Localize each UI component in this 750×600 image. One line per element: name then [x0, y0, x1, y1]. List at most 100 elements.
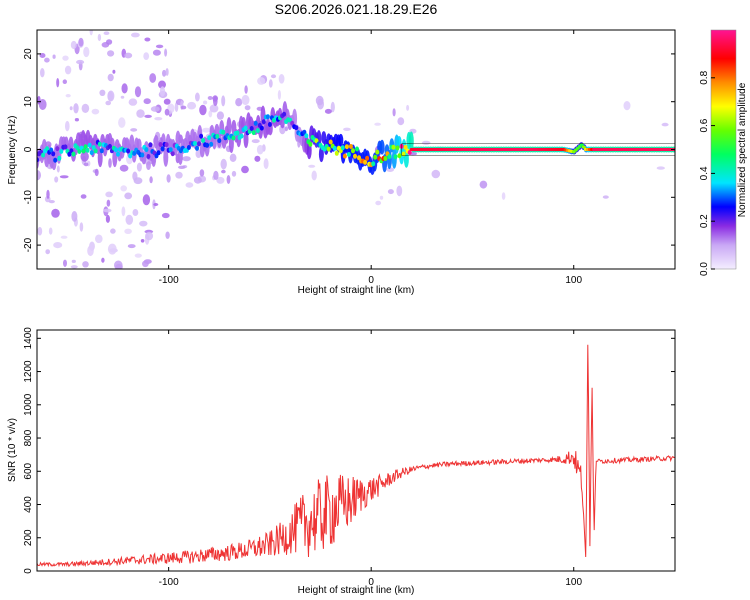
noise-blob	[277, 90, 281, 100]
noise-blob	[175, 171, 183, 179]
noise-blob	[46, 189, 50, 199]
ridge-point	[99, 148, 104, 154]
y-tick-label: -10	[23, 190, 34, 205]
noise-blob	[216, 176, 225, 184]
noise-blob	[387, 189, 394, 195]
noise-blob	[311, 170, 317, 181]
noise-blob	[134, 253, 142, 258]
noise-blob	[83, 46, 90, 58]
ridge-point	[403, 144, 408, 150]
noise-blob	[83, 162, 89, 167]
noise-blob	[80, 194, 87, 199]
colorbar-gradient	[710, 29, 737, 270]
ridge-point	[87, 142, 92, 148]
ridge-point	[51, 151, 56, 157]
noise-blob	[128, 98, 138, 106]
noise-blob	[216, 111, 224, 120]
ridge-point	[49, 147, 54, 153]
y-tick-label: 0	[23, 568, 34, 574]
noise-blob	[63, 259, 67, 267]
noise-blob	[56, 165, 60, 173]
ridge-point	[346, 152, 351, 157]
y-tick-label: 0	[23, 146, 34, 152]
noise-blob	[107, 73, 114, 82]
noise-blob	[343, 127, 351, 131]
noise-blob	[144, 37, 151, 42]
noise-blob	[202, 127, 211, 133]
noise-blob	[501, 192, 506, 200]
ridge-point	[158, 142, 163, 147]
noise-blob	[199, 104, 207, 116]
ridge-band-outline	[401, 143, 675, 156]
ridge-point	[126, 148, 131, 154]
ridge-point	[334, 150, 339, 156]
noise-blob	[226, 175, 231, 184]
ridge-point	[344, 144, 349, 150]
noise-blob	[132, 209, 139, 216]
noise-blob	[162, 69, 167, 77]
noise-blob	[71, 259, 76, 263]
noise-blob	[127, 244, 136, 249]
spectrogram-y-ticks: -20 -10 0 10 20	[23, 48, 675, 252]
noise-blob	[110, 228, 116, 234]
noise-blob	[106, 39, 113, 45]
noise-blob	[220, 158, 227, 170]
noise-blob	[479, 180, 488, 189]
noise-blob	[180, 105, 187, 110]
noise-blob	[121, 206, 126, 217]
ridge-point	[71, 151, 76, 157]
y-tick-label: 1200	[23, 360, 34, 383]
noise-blob	[130, 128, 138, 132]
noise-blob	[136, 109, 145, 118]
colorbar-tick-label: 0.4	[699, 166, 710, 180]
noise-blob	[79, 222, 84, 232]
ridge-point	[93, 148, 98, 154]
noise-blob	[374, 122, 381, 126]
noise-blob	[185, 182, 194, 188]
noise-blob	[268, 79, 273, 88]
ridge-point	[75, 145, 80, 151]
noise-blob	[70, 40, 77, 50]
noise-blob	[64, 65, 72, 75]
noise-blob	[81, 103, 90, 113]
noise-blob	[164, 48, 168, 57]
noise-blob	[45, 249, 50, 255]
noise-blob	[143, 52, 150, 60]
ridge-point	[77, 149, 82, 154]
noise-blob	[163, 98, 171, 105]
noise-blob	[229, 153, 237, 162]
colorbar-tick-label: 0.6	[699, 118, 710, 132]
ridge-point	[304, 133, 309, 139]
spectrogram-marks	[37, 30, 675, 269]
ridge-point	[308, 141, 313, 147]
figure-title: S206.2026.021.18.29.E26	[275, 1, 438, 17]
noise-blob	[208, 110, 213, 118]
ridge-halo	[112, 149, 118, 168]
noise-blob	[134, 86, 142, 98]
noise-blob	[330, 101, 335, 113]
noise-blob	[231, 170, 237, 177]
ridge-point	[355, 146, 359, 152]
noise-blob	[431, 169, 441, 179]
ridge-point	[83, 144, 88, 150]
ridge-point	[391, 144, 396, 150]
ridge-point	[259, 125, 264, 131]
noise-blob	[146, 161, 151, 171]
ridge-point	[205, 142, 210, 148]
noise-blob	[53, 242, 63, 249]
ridge-point	[63, 144, 68, 150]
ridge-point	[193, 141, 197, 146]
ridge-point	[160, 146, 165, 152]
noise-blob	[656, 166, 665, 170]
ridge-point	[353, 153, 357, 159]
noise-blob	[70, 265, 78, 269]
ridge-point	[351, 148, 355, 154]
ridge-point	[261, 119, 266, 125]
ridge-point	[249, 126, 254, 131]
noise-blob	[149, 176, 153, 184]
noise-blob	[62, 79, 67, 84]
ridge-halo	[68, 136, 74, 151]
ridge-point	[342, 153, 347, 159]
ridge-point	[85, 147, 90, 153]
noise-blob	[105, 191, 113, 198]
